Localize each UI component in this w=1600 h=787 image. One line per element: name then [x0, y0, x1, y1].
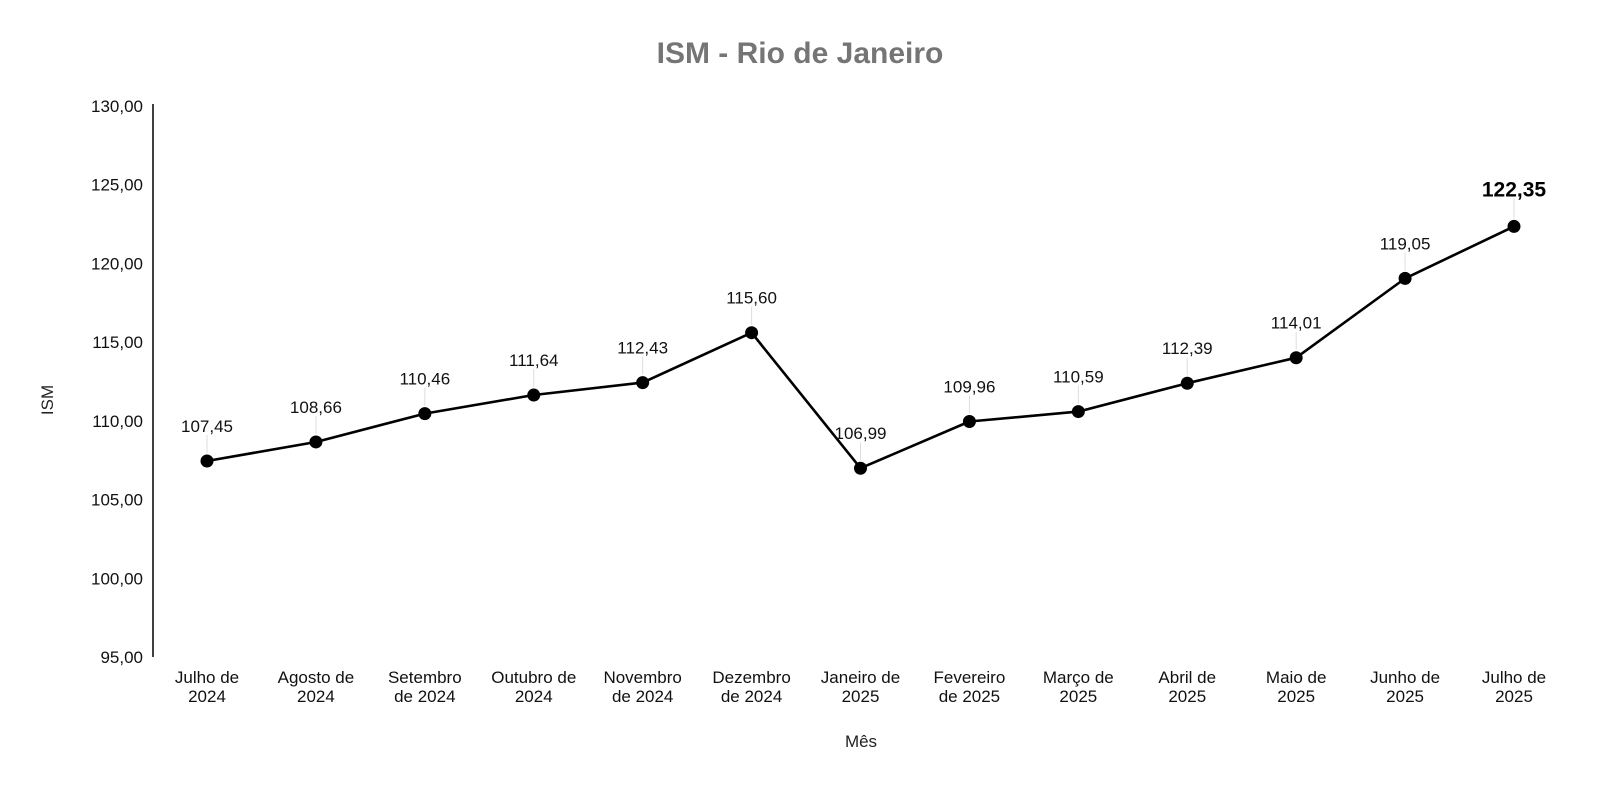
y-tick-label: 120,00 [91, 254, 143, 273]
x-tick-label-line: 2024 [515, 687, 553, 706]
y-tick-label: 95,00 [100, 648, 143, 667]
data-points [200, 219, 1521, 475]
data-point [418, 407, 432, 421]
x-tick-label-line: de 2025 [939, 687, 1000, 706]
data-label: 119,05 [1380, 234, 1431, 253]
y-tick-label: 130,00 [91, 97, 143, 116]
x-tick-label-line: Outubro de [491, 668, 576, 687]
x-tick-label-line: Dezembro [712, 668, 790, 687]
y-tick-label: 115,00 [92, 333, 143, 352]
x-tick-label-line: 2024 [188, 687, 226, 706]
x-tick-label-line: 2025 [1386, 687, 1424, 706]
data-point [1289, 351, 1303, 365]
data-point [1180, 376, 1194, 390]
data-label: 114,01 [1271, 314, 1322, 333]
data-label: 112,39 [1162, 339, 1213, 358]
data-point [1398, 271, 1412, 285]
data-point [1071, 405, 1085, 419]
y-tick-label: 100,00 [91, 569, 143, 588]
y-axis-ticks: 95,00 100,00 105,00 110,00 115,00 120,00 125,0… [91, 97, 143, 667]
x-tick-label-line: 2025 [1059, 687, 1097, 706]
data-point [745, 326, 759, 340]
x-tick-label-line: 2025 [1277, 687, 1315, 706]
x-tick-label-line: Agosto de [278, 668, 355, 687]
data-label: 112,43 [617, 339, 668, 358]
x-tick-label-line: Novembro [603, 668, 681, 687]
x-tick-label-line: Setembro [388, 668, 462, 687]
data-label: 110,46 [399, 370, 450, 389]
x-axis-title: Mês [845, 732, 877, 751]
x-tick-label-line: Junho de [1370, 668, 1440, 687]
data-label: 111,64 [509, 351, 558, 370]
x-tick-label-line: de 2024 [721, 687, 782, 706]
y-tick-label: 105,00 [91, 491, 143, 510]
x-tick-label-line: Julho de [1482, 668, 1546, 687]
data-label: 107,45 [181, 417, 233, 436]
y-tick-label: 110,00 [92, 412, 143, 431]
data-point [1507, 219, 1521, 233]
x-tick-label-line: 2024 [297, 687, 335, 706]
y-tick-label: 125,00 [91, 176, 143, 195]
x-tick-label-line: de 2024 [612, 687, 673, 706]
label-leaders [206, 198, 1515, 461]
x-tick-label-line: 2025 [1168, 687, 1206, 706]
x-tick-label-line: Fevereiro [934, 668, 1006, 687]
data-labels: 107,45 108,66 110,46 111,64 112,43 115,60 106,… [181, 178, 1546, 443]
x-tick-label-line: Março de [1043, 668, 1114, 687]
data-point [309, 435, 323, 449]
data-label: 106,99 [835, 424, 887, 443]
x-tick-label-line: 2025 [842, 687, 880, 706]
data-label: 110,59 [1053, 368, 1104, 387]
data-point [962, 414, 976, 428]
data-point [854, 461, 867, 475]
x-tick-label-line: Abril de [1158, 668, 1216, 687]
data-point [527, 388, 541, 402]
x-tick-label-line: de 2024 [394, 687, 455, 706]
data-label: 109,96 [943, 377, 995, 396]
x-tick-label-line: Maio de [1266, 668, 1326, 687]
data-label: 115,60 [726, 289, 777, 308]
data-label-latest: 122,35 [1482, 178, 1547, 201]
x-tick-label-line: Janeiro de [821, 668, 900, 687]
x-tick-label-line: Julho de [175, 668, 239, 687]
data-label: 108,66 [290, 398, 342, 417]
chart-title: ISM - Rio de Janeiro [657, 37, 944, 70]
x-tick-label-line: 2025 [1495, 687, 1533, 706]
data-point [636, 376, 650, 390]
data-point [200, 454, 214, 468]
y-axis-title: ISM [38, 385, 57, 415]
